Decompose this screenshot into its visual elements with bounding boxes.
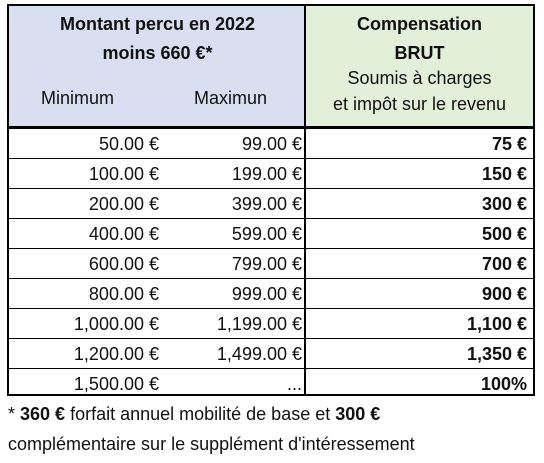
compensation-cell: 300 € (481, 194, 527, 214)
table-row: 1,500.00 € ... 100% (9, 369, 533, 399)
compensation-cell: 75 € (491, 134, 527, 154)
table-row: 600.00 € 799.00 € 700 € (9, 249, 533, 279)
maximum-cell: 1,499.00 € (216, 344, 302, 364)
table-row: 50.00 € 99.00 € 75 € (9, 129, 533, 159)
minimum-cell: 400.00 € (88, 224, 159, 244)
compensation-cell: 700 € (481, 254, 527, 274)
footnote-line-2: complémentaire sur le supplément d'intér… (8, 434, 415, 454)
amount-header-title: Montant percu en 2022 (59, 14, 256, 34)
maximum-cell: 199.00 € (231, 164, 302, 184)
amount-header-subtitle: moins 660 €* (102, 43, 213, 63)
compensation-header-brut: BRUT (394, 43, 445, 63)
column-divider (304, 6, 306, 394)
maximum-cell: 599.00 € (231, 224, 302, 244)
maximum-cell: 999.00 € (231, 284, 302, 304)
compensation-cell: 100% (480, 374, 527, 394)
minimum-cell: 200.00 € (88, 194, 159, 214)
table-row: 800.00 € 999.00 € 900 € (9, 279, 533, 309)
minimum-cell: 1,200.00 € (73, 344, 159, 364)
minimum-cell: 800.00 € (88, 284, 159, 304)
minimum-cell: 600.00 € (88, 254, 159, 274)
table-row: 100.00 € 199.00 € 150 € (9, 159, 533, 189)
compensation-cell: 500 € (481, 224, 527, 244)
compensation-cell: 1,100 € (466, 314, 527, 334)
footnote-middle-text: forfait annuel mobilité de base et (65, 404, 336, 424)
amount-header (9, 6, 306, 126)
footnote-amount-supplement: 300 € (335, 404, 381, 424)
compensation-header (306, 6, 533, 126)
maximum-cell: ... (286, 374, 302, 394)
header-divider (9, 126, 533, 129)
footnote-asterisk: * (8, 404, 21, 424)
compensation-header-title: Compensation (356, 14, 482, 34)
footnote-amount-base: 360 € (20, 404, 66, 424)
table-row: 1,200.00 € 1,499.00 € 1,350 € (9, 339, 533, 369)
maximum-cell: 99.00 € (241, 134, 302, 154)
table-body: 50.00 € 99.00 € 75 € 100.00 € 199.00 € 1… (9, 129, 533, 399)
table-row: 1,000.00 € 1,199.00 € 1,100 € (9, 309, 533, 339)
minimum-cell: 100.00 € (88, 164, 159, 184)
table-row: 200.00 € 399.00 € 300 € (9, 189, 533, 219)
minimum-cell: 1,000.00 € (73, 314, 159, 334)
maximum-cell: 1,199.00 € (216, 314, 302, 334)
table-row: 400.00 € 599.00 € 500 € (9, 219, 533, 249)
compensation-cell: 150 € (481, 164, 527, 184)
compensation-cell: 900 € (481, 284, 527, 304)
compensation-header-note-2: et impôt sur le revenu (332, 94, 507, 114)
minimum-column-header: Minimum (41, 88, 115, 108)
compensation-header-note-1: Soumis à charges (347, 68, 492, 88)
compensation-cell: 1,350 € (466, 344, 527, 364)
maximum-cell: 399.00 € (231, 194, 302, 214)
compensation-table: Montant percu en 2022 moins 660 €* Minim… (7, 4, 535, 396)
minimum-cell: 1,500.00 € (73, 374, 159, 394)
maximum-cell: 799.00 € (231, 254, 302, 274)
maximum-column-header: Maximun (194, 88, 268, 108)
footnote-line-1: * 360 € forfait annuel mobilité de base … (8, 404, 380, 425)
minimum-cell: 50.00 € (98, 134, 159, 154)
